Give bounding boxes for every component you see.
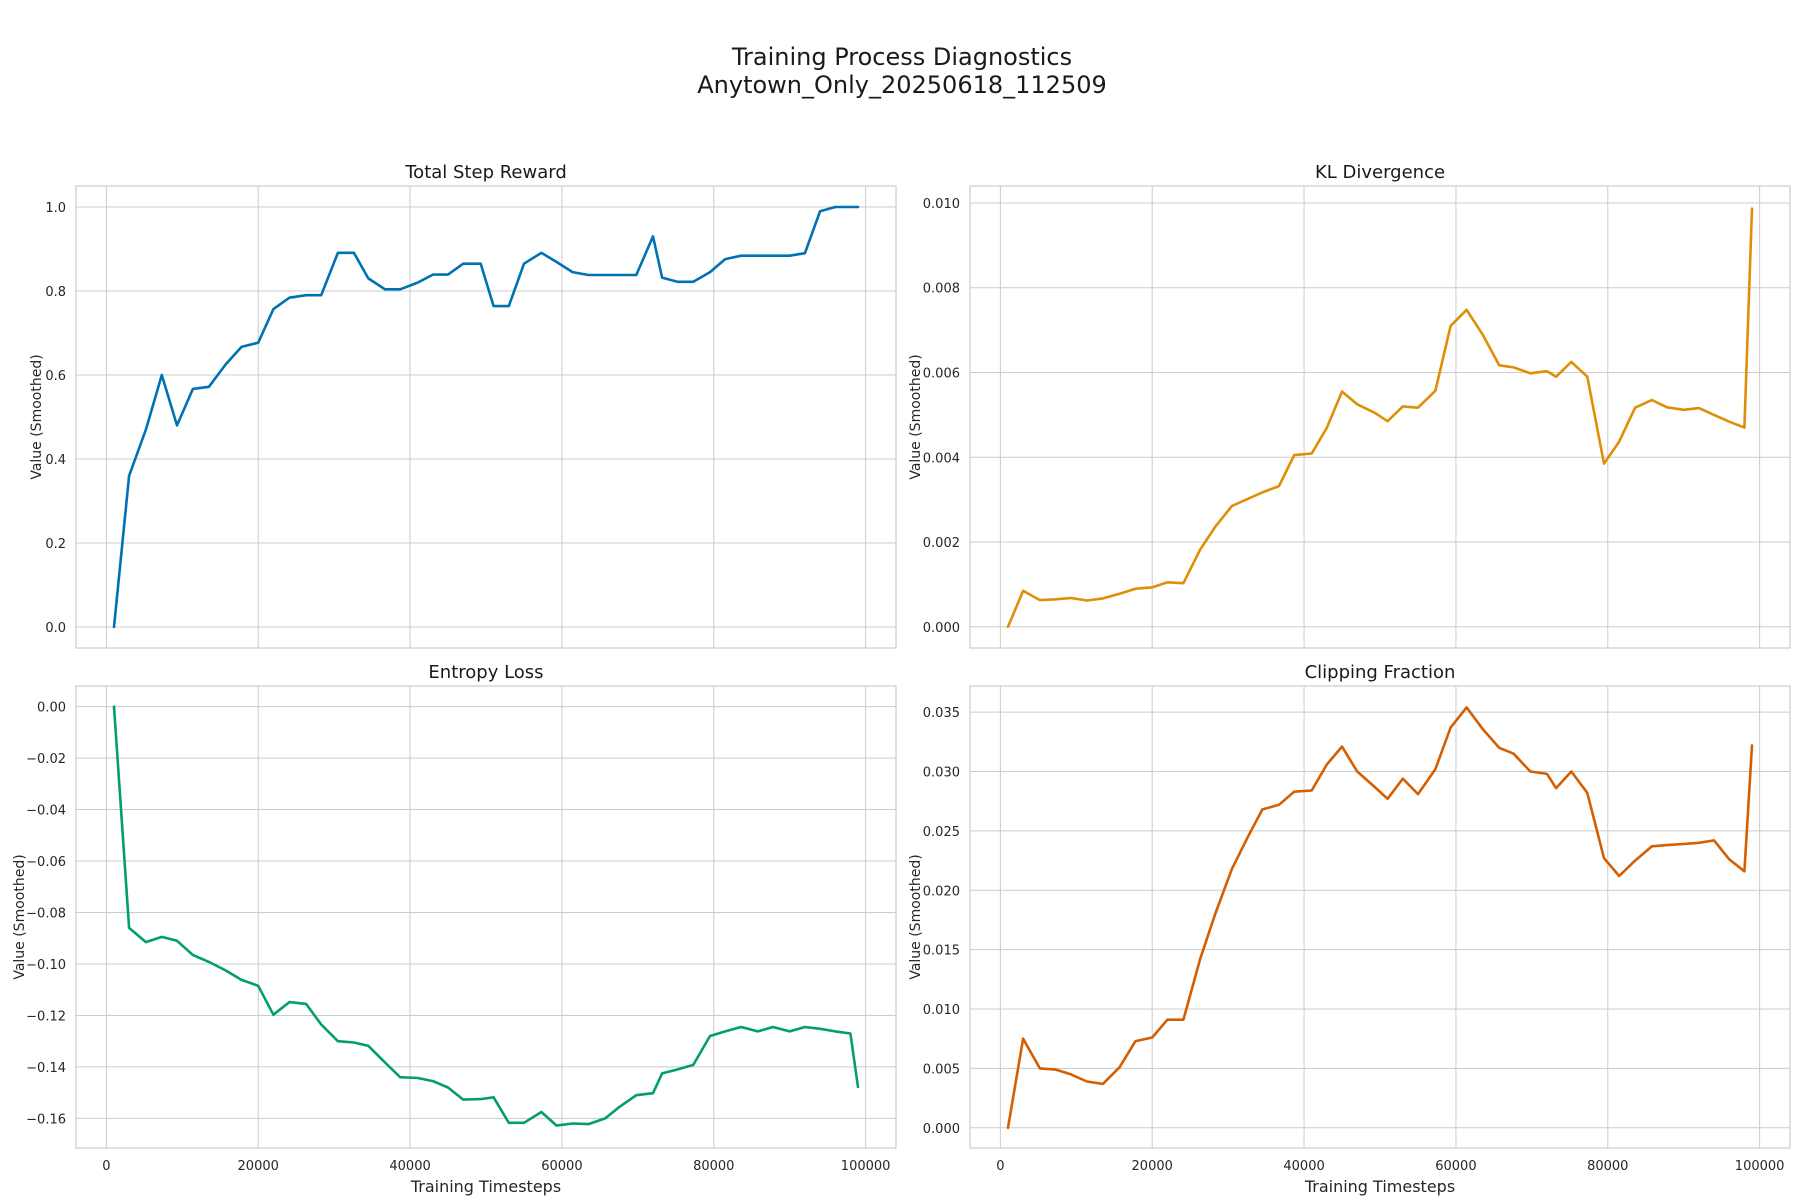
chart-title: Entropy Loss — [428, 662, 543, 683]
x-tick-label: 0 — [996, 1159, 1004, 1174]
x-tick-label: 60000 — [541, 1159, 582, 1174]
x-axis-label: Training Timesteps — [410, 1177, 561, 1196]
y-tick-label: 0.8 — [45, 285, 66, 300]
subplot-grid: 0.0 0.2 0.4 0.6 0.8 1.0 Total Step Reward Value… — [12, 162, 1791, 1196]
y-tick-label: −0.14 — [26, 1061, 66, 1076]
plot-frame — [969, 185, 1791, 649]
y-tick-label: 0.004 — [923, 451, 960, 466]
series-line-clipping-fraction — [1006, 706, 1754, 1130]
y-tick-label: −0.06 — [26, 855, 66, 870]
figure-subtitle: Anytown_Only_20250618_112509 — [697, 71, 1107, 99]
plot-frame — [969, 685, 1791, 1149]
y-tick-label: 0.010 — [923, 1003, 960, 1018]
x-tick-label: 100000 — [841, 1159, 891, 1174]
x-tick-label: 0 — [102, 1159, 110, 1174]
y-tick-label: −0.02 — [26, 752, 66, 767]
y-tick-label: −0.08 — [26, 906, 66, 921]
chart-title: Total Step Reward — [404, 162, 567, 183]
x-tick-label: 20000 — [1132, 1159, 1173, 1174]
y-tick-label: 0.4 — [45, 453, 66, 468]
y-tick-label: −0.16 — [26, 1112, 66, 1127]
plot-frame — [75, 185, 897, 649]
series-line-kl-divergence — [1006, 207, 1754, 629]
chart-clipping-fraction: 0.000 0.005 0.010 0.015 0.020 0.025 0.030 0.035… — [908, 662, 1791, 1196]
y-tick-label: −0.10 — [26, 958, 66, 973]
y-tick-label: 0.005 — [923, 1062, 960, 1077]
y-tick-label: 0.010 — [923, 197, 960, 212]
y-axis-label: Value (Smoothed) — [908, 354, 924, 479]
y-tick-label: 0.006 — [923, 366, 960, 381]
x-tick-label: 40000 — [1283, 1159, 1324, 1174]
chart-title: Clipping Fraction — [1305, 662, 1456, 683]
series-line-total-step-reward — [112, 205, 860, 629]
chart-title: KL Divergence — [1315, 162, 1445, 183]
y-tick-label: 0.00 — [37, 701, 66, 716]
y-tick-label: 0.030 — [923, 766, 960, 781]
chart-total-step-reward: 0.0 0.2 0.4 0.6 0.8 1.0 Total Step Reward Value… — [29, 162, 897, 649]
x-axis-label: Training Timesteps — [1304, 1177, 1455, 1196]
y-axis-label: Value (Smoothed) — [12, 854, 28, 979]
x-tick-label: 80000 — [1587, 1159, 1628, 1174]
x-tick-label: 60000 — [1435, 1159, 1476, 1174]
x-tick-label: 20000 — [238, 1159, 279, 1174]
y-tick-label: 0.0 — [45, 621, 66, 636]
y-axis-label: Value (Smoothed) — [29, 354, 45, 479]
x-tick-label: 40000 — [389, 1159, 430, 1174]
y-tick-label: 1.0 — [45, 201, 66, 216]
y-tick-label: −0.04 — [26, 804, 66, 819]
y-tick-label: 0.015 — [923, 944, 960, 959]
x-tick-label: 100000 — [1735, 1159, 1785, 1174]
y-tick-label: 0.000 — [923, 1122, 960, 1137]
y-tick-label: 0.002 — [923, 536, 960, 551]
y-tick-label: 0.025 — [923, 825, 960, 840]
series-line-entropy-loss — [112, 705, 860, 1127]
y-tick-label: 0.000 — [923, 621, 960, 636]
figure-title: Training Process Diagnostics — [731, 43, 1072, 71]
y-tick-label: 0.020 — [923, 884, 960, 899]
y-tick-label: 0.2 — [45, 537, 66, 552]
chart-entropy-loss: 0.00 −0.02 −0.04 −0.06 −0.08 −0.10 −0.12 −0.14 −… — [12, 662, 897, 1196]
y-tick-label: 0.008 — [923, 282, 960, 297]
y-axis-label: Value (Smoothed) — [908, 854, 924, 979]
y-tick-label: 0.6 — [45, 369, 66, 384]
chart-kl-divergence: 0.000 0.002 0.004 0.006 0.008 0.010 KL Diverge… — [908, 162, 1791, 649]
x-tick-label: 80000 — [693, 1159, 734, 1174]
plot-frame — [75, 685, 897, 1149]
y-tick-label: −0.12 — [26, 1009, 66, 1024]
y-tick-label: 0.035 — [923, 706, 960, 721]
